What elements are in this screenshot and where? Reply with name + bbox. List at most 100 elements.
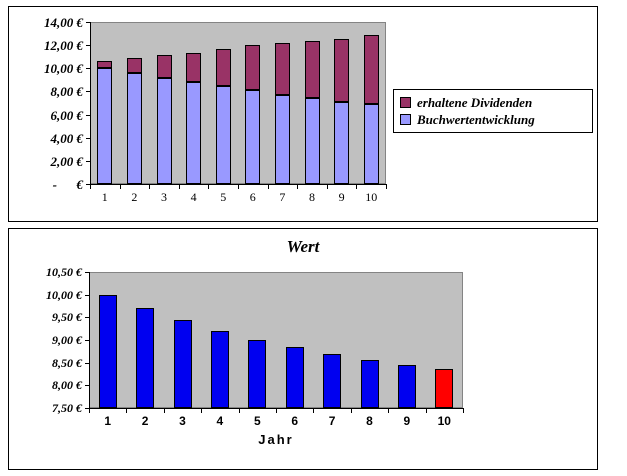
x-tick-mark	[297, 185, 298, 189]
x-axis-tick-label: 8	[366, 414, 373, 428]
y-axis-tick-label: 8,00 €	[52, 378, 82, 393]
y-tick-mark	[85, 408, 89, 409]
bar-segment-erhaltene dividenden	[186, 52, 201, 83]
x-axis-title: Jahr	[258, 432, 294, 447]
value-bar	[248, 340, 266, 408]
bar-segment-erhaltene dividenden	[245, 45, 260, 91]
x-tick-mark	[90, 185, 91, 189]
y-tick-mark	[86, 91, 90, 93]
value-bar	[398, 364, 416, 408]
y-tick-mark	[85, 272, 89, 273]
value-bar	[361, 360, 379, 408]
x-tick-mark	[356, 185, 357, 189]
x-axis-tick-label: 6	[249, 190, 256, 204]
x-tick-mark	[149, 185, 150, 189]
dividends-chart-frame[interactable]: 14,00 €12,00 €10,00 €8,00 €6,00 €4,00 €2…	[8, 6, 598, 222]
x-tick-mark	[351, 409, 352, 413]
x-axis-tick-label: 10	[437, 414, 451, 428]
x-tick-mark	[426, 409, 427, 413]
bar-segment-erhaltene dividenden	[97, 61, 112, 69]
legend-entry: erhaltene Dividenden	[400, 95, 586, 110]
x-tick-mark	[388, 409, 389, 413]
chart-legend: erhaltene Dividenden Buchwertentwicklung	[393, 89, 593, 133]
y-axis-tick-label: 4,00 €	[50, 130, 84, 146]
wert-chart-frame[interactable]: Wert 10,50 € 10,00 € 9,50 € 9,00 € 8,50 € 8,0…	[8, 228, 598, 470]
y-axis-tick-label: 10,00 €	[44, 61, 83, 77]
x-axis-tick-label: 2	[141, 414, 149, 428]
y-tick-mark	[86, 68, 90, 70]
y-tick-mark	[85, 294, 89, 296]
x-axis-line	[89, 408, 464, 409]
legend-entry: Buchwertentwicklung	[400, 112, 586, 127]
x-axis-tick-label: 9	[403, 414, 411, 428]
y-axis-tick-label: 8,50 €	[52, 355, 82, 370]
x-tick-mark	[276, 409, 277, 413]
x-tick-mark	[120, 185, 121, 189]
bar-segment-erhaltene dividenden	[216, 49, 231, 86]
bar-segment-buchwertentwicklung	[127, 72, 142, 184]
x-axis-tick-label: 3	[161, 190, 167, 204]
bar-segment-erhaltene dividenden	[334, 38, 349, 102]
chart-title: Wert	[286, 237, 320, 256]
value-bar	[435, 369, 453, 408]
y-tick-mark	[86, 114, 90, 116]
y-axis-line	[89, 272, 90, 409]
y-axis-tick-label: 7,50 €	[52, 401, 82, 415]
bar-segment-buchwertentwicklung	[216, 85, 231, 184]
x-tick-mark	[268, 185, 269, 189]
x-tick-mark	[179, 185, 180, 189]
y-axis-tick-label: 8,00 €	[50, 84, 84, 100]
x-tick-mark	[463, 409, 464, 413]
x-tick-mark	[164, 409, 165, 413]
x-axis-tick-label: 8	[309, 190, 315, 204]
x-axis-tick-label: 5	[220, 190, 227, 204]
legend-label: Buchwertentwicklung	[417, 112, 535, 127]
x-axis-tick-label: 2	[131, 190, 138, 204]
bar-segment-erhaltene dividenden	[157, 54, 172, 78]
x-axis-tick-label: 10	[365, 190, 378, 204]
bar-segment-buchwertentwicklung	[245, 90, 260, 184]
y-tick-mark	[86, 45, 90, 47]
bar-segment-erhaltene dividenden	[127, 57, 142, 73]
y-axis-tick-label: 2,00 €	[50, 153, 84, 169]
value-bar	[136, 308, 154, 408]
y-axis-tick-label: 14,00 €	[44, 15, 83, 30]
y-tick-mark	[86, 22, 90, 23]
y-axis-tick-label: 10,50 €	[46, 265, 82, 279]
bar-segment-erhaltene dividenden	[275, 42, 290, 95]
y-tick-mark	[86, 137, 90, 139]
x-tick-mark	[313, 409, 314, 413]
bar-segment-buchwertentwicklung	[364, 104, 379, 184]
x-tick-mark	[208, 185, 209, 189]
y-axis-tick-label: - €	[52, 177, 83, 192]
x-tick-mark	[201, 409, 202, 413]
y-tick-mark	[86, 160, 90, 162]
x-axis-tick-label: 7	[328, 414, 336, 428]
y-axis-tick-label: 9,50 €	[52, 310, 82, 325]
x-axis-tick-label: 5	[253, 414, 261, 428]
x-axis-tick-label: 6	[291, 414, 299, 428]
legend-label: erhaltene Dividenden	[417, 95, 533, 110]
bar-segment-buchwertentwicklung	[186, 82, 201, 184]
y-tick-mark	[85, 317, 89, 319]
y-tick-mark	[85, 362, 89, 364]
bar-segment-erhaltene dividenden	[364, 35, 379, 105]
x-tick-mark	[89, 409, 90, 413]
bar-segment-buchwertentwicklung	[305, 98, 320, 184]
value-bar	[99, 294, 117, 408]
x-tick-mark	[239, 409, 240, 413]
bar-segment-erhaltene dividenden	[305, 40, 320, 99]
x-axis-tick-label: 4	[216, 414, 224, 428]
bar-segment-buchwertentwicklung	[334, 101, 349, 184]
value-bar	[323, 353, 341, 408]
legend-swatch	[400, 114, 411, 125]
y-axis-tick-label: 10,00 €	[46, 287, 82, 302]
x-tick-mark	[327, 185, 328, 189]
bar-segment-buchwertentwicklung	[97, 68, 112, 184]
x-tick-mark	[238, 185, 239, 189]
x-axis-tick-label: 1	[101, 190, 108, 204]
x-axis-tick-label: 3	[179, 414, 186, 428]
stacked-bar-chart: 14,00 €12,00 €10,00 €8,00 €6,00 €4,00 €2…	[9, 7, 597, 221]
y-axis-tick-label: 9,00 €	[52, 333, 82, 347]
y-axis-line	[90, 22, 91, 185]
